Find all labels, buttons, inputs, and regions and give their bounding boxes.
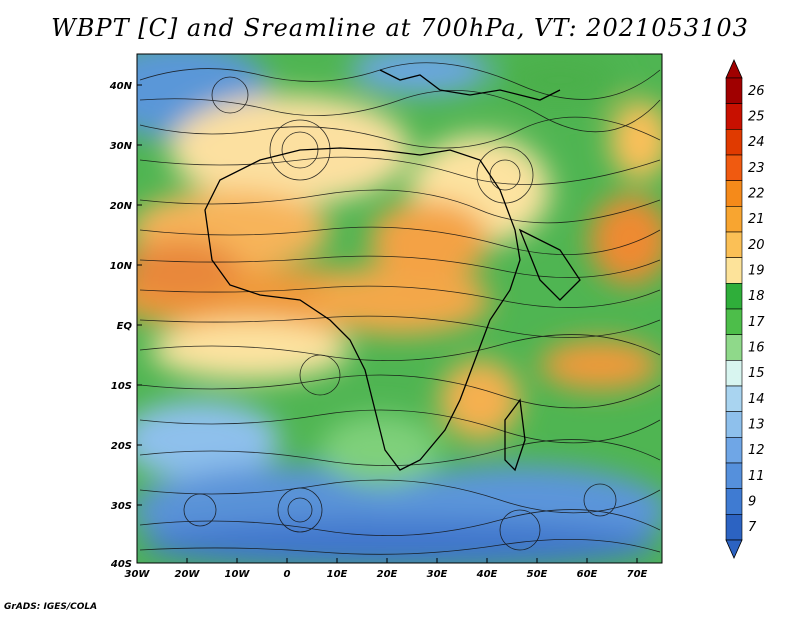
colorbar-segment — [725, 180, 743, 207]
colorbar-segment — [725, 257, 743, 284]
streamlines — [139, 62, 661, 555]
colorbar: 26 25 24 23 22 21 20 19 18 17 16 15 14 13 12 11 9 7 — [725, 59, 765, 559]
colorbar-label-15: 15 — [748, 366, 765, 381]
colorbar-label-9: 9 — [748, 495, 756, 510]
colorbar-label-25: 25 — [748, 110, 765, 125]
lon-label-0: 0 — [284, 569, 291, 580]
colorbar-segment — [725, 154, 743, 181]
lon-label-20e: 20E — [377, 569, 398, 580]
lon-label-30w: 30W — [125, 569, 151, 580]
lat-label-40s: 40S — [110, 559, 132, 570]
colorbar-label-23: 23 — [748, 161, 765, 176]
temperature-field — [137, 54, 662, 563]
colorbar-label-12: 12 — [748, 443, 765, 458]
lon-label-30e: 30E — [427, 569, 448, 580]
colorbar-segment — [725, 462, 743, 489]
lat-label-20s: 20S — [111, 441, 132, 452]
colorbar-segment — [725, 308, 743, 335]
colorbar-label-11: 11 — [748, 469, 765, 484]
lat-label-10s: 10S — [111, 381, 132, 392]
lon-label-70e: 70E — [627, 569, 648, 580]
longitude-axis: 30W 20W 10W 0 10E 20E 30E 40E 50E 60E 70E — [125, 558, 648, 580]
lat-label-30s: 30S — [111, 501, 132, 512]
colorbar-label-22: 22 — [748, 187, 765, 202]
colorbar-segment — [725, 437, 743, 464]
lat-label-30n: 30N — [110, 141, 133, 152]
map-title: WBPT [C] and Sreamline at 700hPa, VT: 20… — [51, 14, 749, 42]
lat-label-20n: 20N — [110, 201, 133, 212]
colorbar-label-7: 7 — [748, 520, 757, 535]
colorbar-label-19: 19 — [748, 264, 765, 279]
colorbar-label-18: 18 — [748, 289, 765, 304]
grads-credit: GrADS: IGES/COLA — [4, 602, 98, 612]
latitude-axis: 40N 30N 20N 10N EQ 10S 20S 30S 40S — [109, 81, 142, 570]
lon-label-50e: 50E — [527, 569, 548, 580]
colorbar-segment — [725, 231, 743, 258]
lon-label-20w: 20W — [175, 569, 201, 580]
colorbar-bottom-arrow — [725, 539, 743, 559]
lon-label-60e: 60E — [577, 569, 598, 580]
colorbar-segment — [725, 385, 743, 412]
colorbar-segment — [725, 488, 743, 515]
lon-label-10e: 10E — [327, 569, 348, 580]
colorbar-segment — [725, 103, 743, 130]
colorbar-segment — [725, 334, 743, 361]
colorbar-label-17: 17 — [748, 315, 765, 330]
colorbar-segment — [725, 283, 743, 310]
colorbar-segment — [725, 411, 743, 438]
lat-label-10n: 10N — [110, 261, 133, 272]
colorbar-segment — [725, 77, 743, 104]
colorbar-label-20: 20 — [748, 238, 765, 253]
colorbar-segment — [725, 360, 743, 387]
colorbar-label-16: 16 — [748, 341, 765, 356]
colorbar-segment — [725, 206, 743, 233]
lat-label-40n: 40N — [109, 81, 133, 92]
colorbar-top-arrow — [725, 59, 743, 79]
lat-label-eq: EQ — [117, 321, 133, 332]
coastlines — [204, 69, 581, 472]
map-frame — [136, 53, 663, 564]
map-area — [137, 54, 662, 563]
colorbar-label-21: 21 — [748, 212, 765, 227]
colorbar-label-26: 26 — [748, 84, 765, 99]
lon-label-40e: 40E — [476, 569, 498, 580]
colorbar-segment — [725, 514, 743, 541]
colorbar-segment — [725, 129, 743, 156]
lon-label-10w: 10W — [225, 569, 251, 580]
colorbar-label-14: 14 — [748, 392, 765, 407]
colorbar-label-13: 13 — [748, 418, 765, 433]
colorbar-label-24: 24 — [748, 135, 765, 150]
